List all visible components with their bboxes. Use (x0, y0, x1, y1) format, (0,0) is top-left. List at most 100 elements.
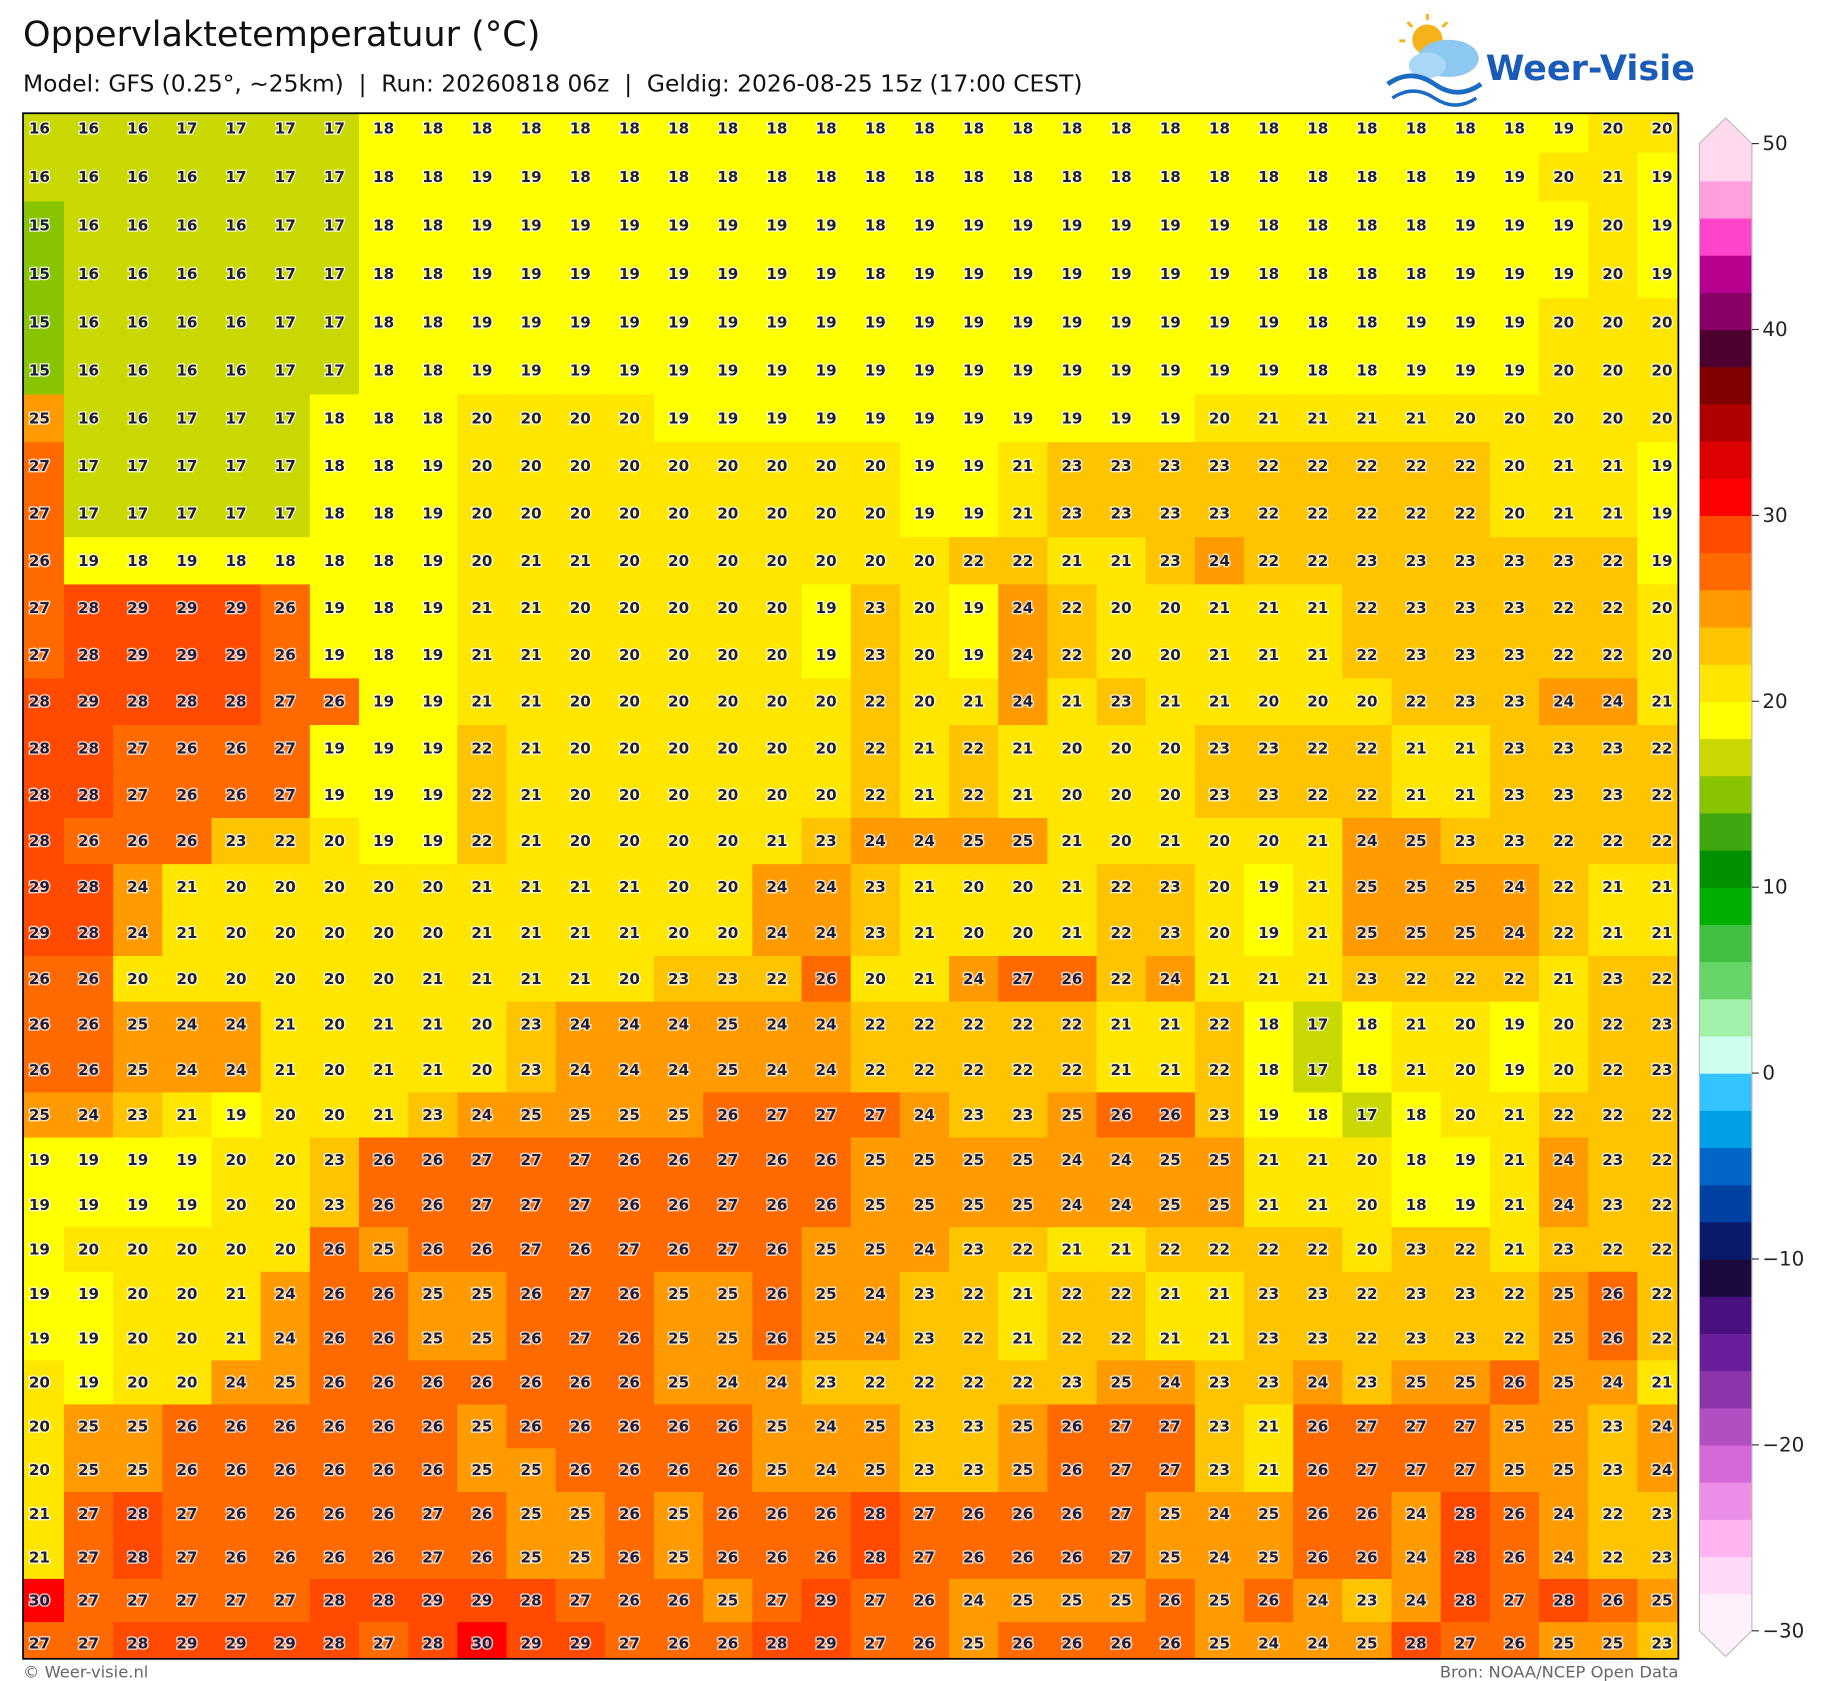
temp-label: 24 (1111, 1196, 1132, 1214)
temp-cell (1096, 1316, 1147, 1362)
temp-label: 21 (1307, 409, 1328, 427)
temp-cell (1539, 537, 1589, 585)
temp-cell (654, 489, 704, 538)
temp-label: 19 (422, 786, 443, 804)
temp-label: 29 (226, 1635, 247, 1653)
colorbar-segment (1699, 589, 1752, 628)
temp-label: 26 (422, 1417, 443, 1435)
temp-label: 21 (1209, 693, 1230, 711)
temp-label: 19 (373, 693, 394, 711)
temp-label: 25 (1356, 878, 1377, 896)
temp-cell (1637, 1227, 1679, 1273)
temp-cell (113, 725, 163, 773)
colorbar-segment (1699, 738, 1752, 777)
temp-label: 23 (1209, 457, 1230, 475)
temp-cell (1588, 113, 1638, 154)
temp-label: 21 (1258, 970, 1279, 988)
temp-label: 22 (1602, 1241, 1623, 1259)
temp-cell (1194, 1316, 1245, 1362)
temp-cell (309, 394, 360, 443)
temp-label: 18 (1356, 119, 1377, 137)
temp-label: 18 (963, 168, 984, 186)
temp-label: 19 (1061, 217, 1082, 235)
temp-label: 23 (1602, 1151, 1623, 1169)
temp-cell (1342, 678, 1393, 726)
temp-label: 22 (1111, 1329, 1132, 1347)
temp-label: 23 (1160, 504, 1181, 522)
temp-cell (1047, 1001, 1098, 1048)
temp-label: 19 (668, 265, 689, 283)
temp-label: 16 (127, 265, 148, 283)
temp-label: 18 (668, 119, 689, 137)
temp-cell (23, 1092, 65, 1139)
temp-cell (63, 864, 114, 911)
temp-label: 26 (226, 786, 247, 804)
temp-cell (1145, 346, 1196, 395)
temp-cell (1440, 910, 1491, 957)
temp-label: 28 (78, 646, 99, 664)
temp-label: 20 (816, 739, 837, 757)
temp-cell (358, 298, 409, 347)
temp-label: 22 (865, 786, 886, 804)
temp-cell (555, 1316, 606, 1362)
temp-cell (358, 864, 409, 911)
temp-cell (1489, 631, 1540, 679)
temp-label: 21 (570, 970, 591, 988)
temp-cell (309, 631, 360, 679)
temp-label: 20 (766, 646, 787, 664)
temp-cell (211, 537, 262, 585)
temp-cell (1047, 631, 1098, 679)
temp-cell (949, 678, 999, 726)
temp-label: 19 (1504, 168, 1525, 186)
temp-label: 20 (1356, 1241, 1377, 1259)
temp-label: 25 (816, 1285, 837, 1303)
temp-label: 18 (1012, 119, 1033, 137)
temp-cell (1047, 346, 1098, 395)
temp-label: 20 (1504, 409, 1525, 427)
temp-cell (63, 1182, 114, 1228)
temp-label: 24 (1356, 832, 1377, 850)
temp-cell (113, 771, 163, 819)
temp-label: 19 (78, 1373, 99, 1391)
colorbar-tick-label: 0 (1762, 1062, 1775, 1085)
temp-label: 19 (422, 646, 443, 664)
temp-label: 21 (914, 786, 935, 804)
temp-cell (604, 346, 655, 395)
temp-label: 17 (324, 265, 345, 283)
temp-cell (604, 113, 655, 154)
temp-cell (899, 537, 950, 585)
temp-label: 19 (914, 457, 935, 475)
temp-label: 20 (275, 878, 296, 896)
temp-label: 19 (1504, 1061, 1525, 1079)
temp-cell (309, 1404, 360, 1449)
temp-label: 19 (1209, 313, 1230, 331)
temp-label: 27 (78, 1505, 99, 1523)
temp-cell (1244, 1360, 1294, 1406)
temp-label: 22 (1651, 1285, 1672, 1303)
temp-label: 21 (914, 878, 935, 896)
temp-label: 22 (1209, 1061, 1230, 1079)
temp-cell (1244, 249, 1294, 299)
temp-cell (1293, 201, 1343, 251)
temp-cell (309, 955, 360, 1003)
temp-label: 21 (1307, 646, 1328, 664)
temp-label: 22 (1307, 552, 1328, 570)
temp-cell (850, 631, 901, 679)
temp-label: 28 (29, 786, 50, 804)
temp-cell (1342, 152, 1393, 203)
temp-label: 23 (865, 924, 886, 942)
temp-label: 20 (717, 739, 738, 757)
temp-label: 20 (570, 832, 591, 850)
temp-label: 20 (816, 786, 837, 804)
temp-label: 21 (471, 924, 492, 942)
temp-cell (63, 584, 114, 633)
temp-label: 20 (570, 457, 591, 475)
temp-label: 24 (816, 1461, 837, 1479)
temp-label: 19 (914, 265, 935, 283)
temp-cell (1539, 1227, 1589, 1273)
temp-label: 26 (324, 1285, 345, 1303)
temp-label: 24 (865, 1329, 886, 1347)
temp-label: 22 (1602, 1061, 1623, 1079)
temp-label: 18 (373, 168, 394, 186)
temp-cell (899, 1360, 950, 1406)
